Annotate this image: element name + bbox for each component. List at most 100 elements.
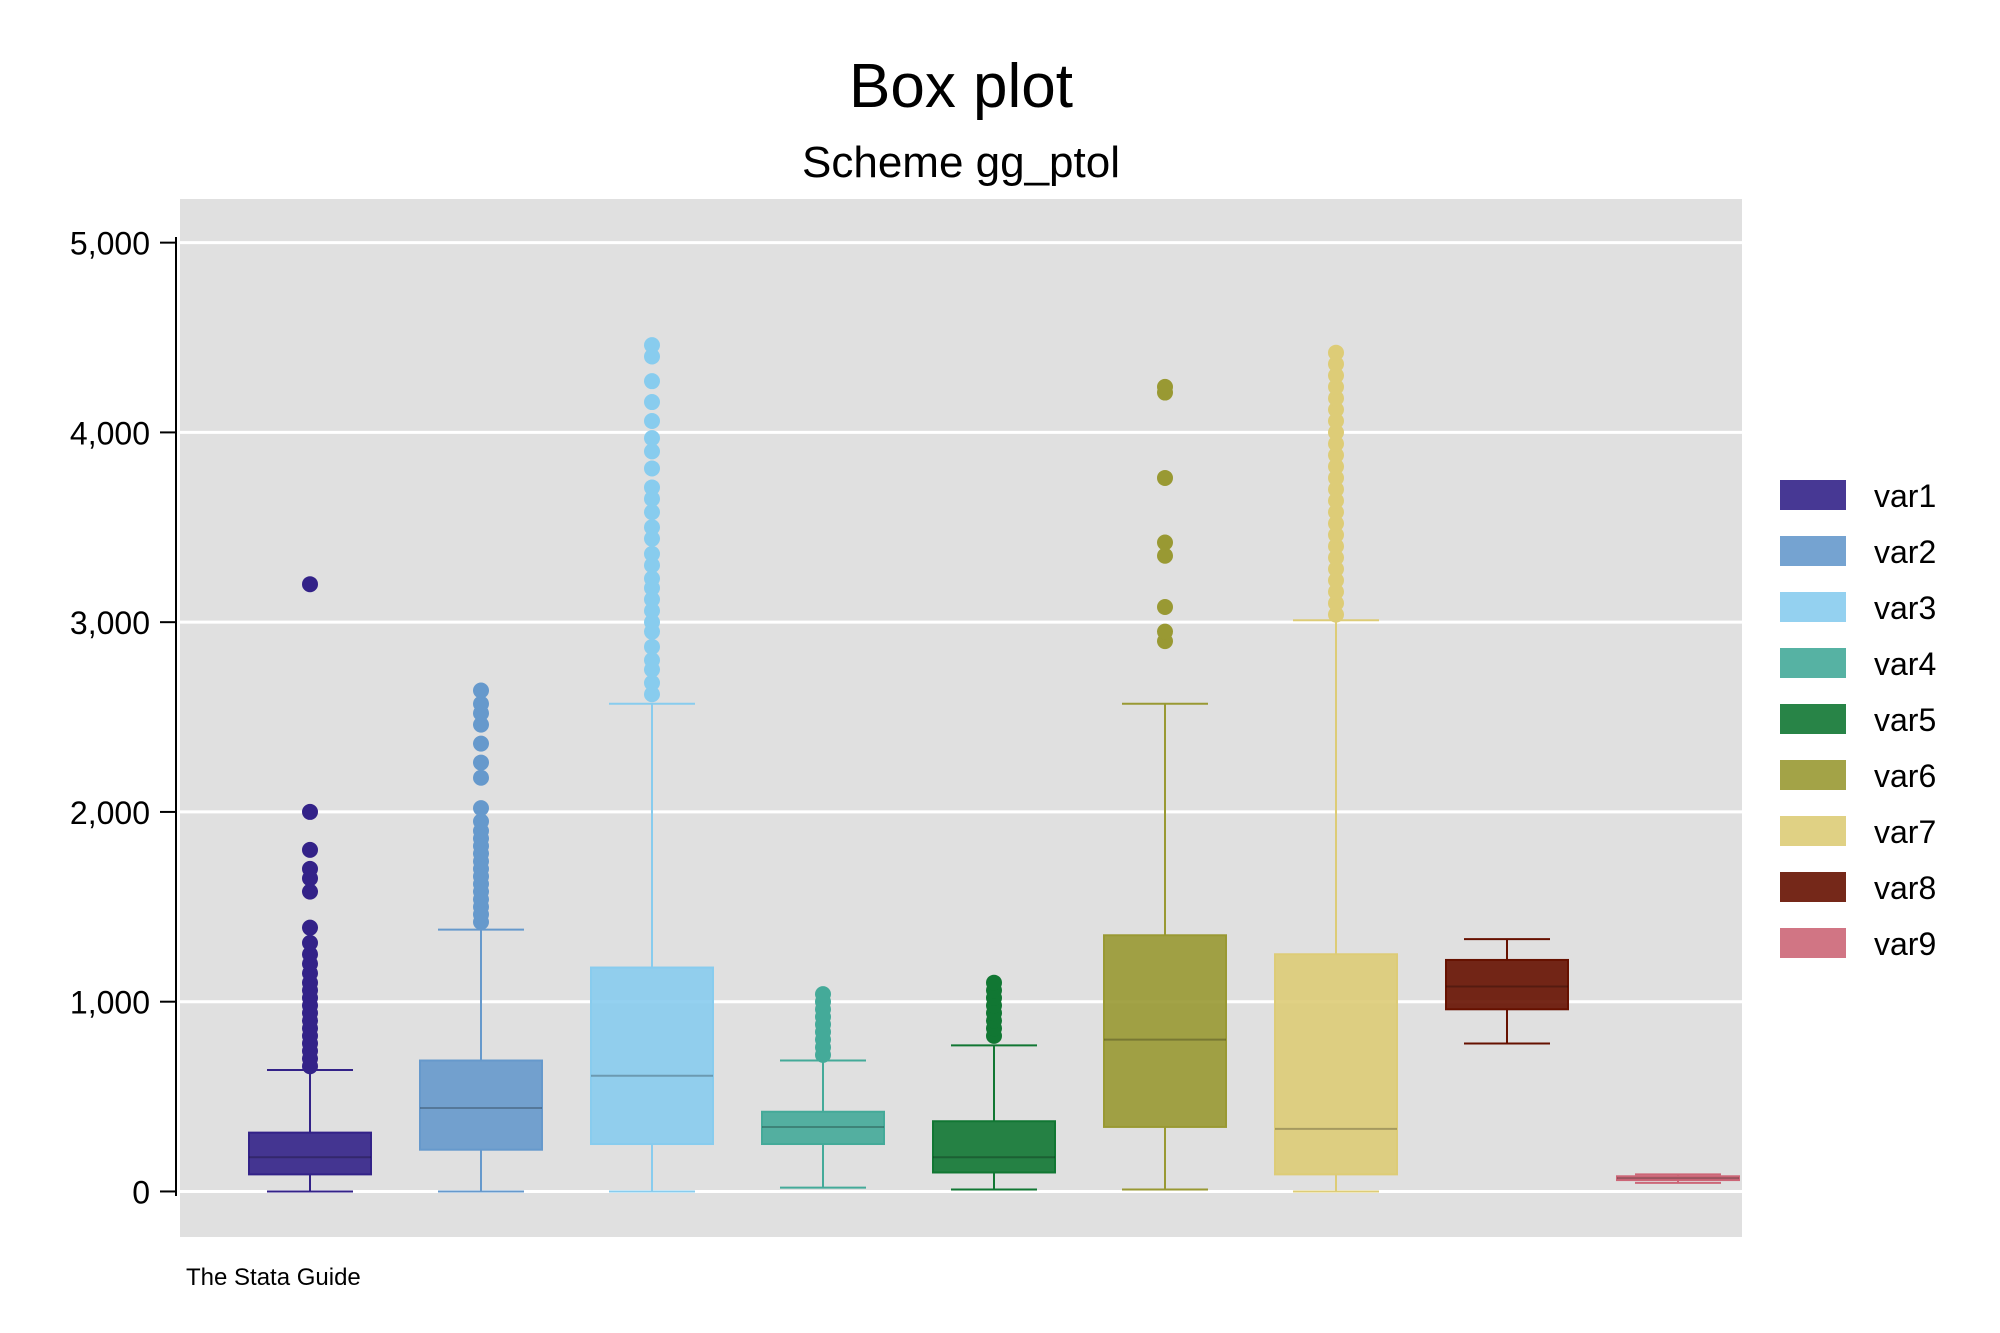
- outlier-point: [644, 530, 660, 547]
- iqr-box: [1445, 958, 1569, 1011]
- outlier-point: [1328, 356, 1344, 373]
- legend-swatch-var8: [1780, 872, 1846, 902]
- outlier-point: [815, 986, 831, 1003]
- y-tick-label: 1,000: [70, 985, 150, 1021]
- outlier-point: [644, 460, 660, 477]
- outlier-point: [644, 479, 660, 496]
- box-var7: [1274, 344, 1398, 1193]
- outlier-point: [1328, 515, 1344, 532]
- box-var8: [1445, 938, 1569, 1045]
- box-var2: [419, 682, 543, 1193]
- chart-note: The Stata Guide: [186, 1264, 361, 1291]
- outlier-point: [1328, 469, 1344, 486]
- box-var6: [1103, 378, 1227, 1191]
- outlier-point: [302, 883, 318, 900]
- y-tick-label: 4,000: [70, 415, 150, 451]
- outlier-point: [1328, 344, 1344, 361]
- outlier-point: [473, 754, 489, 771]
- outlier-point: [644, 519, 660, 536]
- legend-swatch-var7: [1780, 816, 1846, 846]
- iqr-box: [761, 1110, 885, 1146]
- boxes: [248, 337, 1740, 1193]
- outlier-point: [473, 813, 489, 830]
- outlier-point: [1328, 378, 1344, 395]
- outlier-point: [644, 652, 660, 669]
- outlier-point: [644, 490, 660, 507]
- outlier-point: [1328, 549, 1344, 566]
- outlier-point: [644, 591, 660, 608]
- outlier-point: [302, 841, 318, 858]
- legend-swatch-var2: [1780, 536, 1846, 566]
- iqr-box: [932, 1120, 1056, 1174]
- legend-label-var3: var3: [1874, 590, 1936, 626]
- chart-title: Box plot: [849, 52, 1073, 121]
- outlier-point: [1328, 606, 1344, 623]
- iqr-box: [419, 1059, 543, 1151]
- outlier-point: [1157, 378, 1173, 395]
- outlier-point: [644, 337, 660, 354]
- outlier-point: [1328, 413, 1344, 430]
- legend-label-var1: var1: [1874, 478, 1936, 514]
- legend-label-var9: var9: [1874, 926, 1936, 962]
- outlier-point: [1328, 424, 1344, 441]
- legend-swatch-var6: [1780, 760, 1846, 790]
- outlier-point: [1328, 504, 1344, 521]
- box-var1: [248, 576, 372, 1193]
- legend-label-var6: var6: [1874, 758, 1936, 794]
- outlier-point: [1328, 572, 1344, 589]
- outlier-point: [473, 735, 489, 752]
- outlier-point: [644, 570, 660, 587]
- legend-swatch-var1: [1780, 480, 1846, 510]
- outlier-point: [1328, 538, 1344, 555]
- outlier-point: [644, 545, 660, 562]
- outlier-point: [1328, 492, 1344, 509]
- outlier-point: [302, 946, 318, 963]
- box-var9: [1616, 1173, 1740, 1184]
- outlier-point: [302, 860, 318, 877]
- box-var3: [590, 337, 714, 1193]
- iqr-box: [1103, 934, 1227, 1128]
- outlier-point: [302, 934, 318, 951]
- outlier-point: [1328, 526, 1344, 543]
- outlier-point: [1328, 367, 1344, 384]
- outlier-point: [1328, 447, 1344, 464]
- legend-swatch-var4: [1780, 648, 1846, 678]
- outlier-point: [644, 638, 660, 655]
- legend-swatch-var9: [1780, 928, 1846, 958]
- outlier-point: [644, 430, 660, 447]
- outlier-point: [644, 614, 660, 631]
- outlier-point: [644, 373, 660, 390]
- outlier-point: [644, 557, 660, 574]
- legend-swatch-var3: [1780, 592, 1846, 622]
- outlier-point: [644, 602, 660, 619]
- outlier-point: [473, 769, 489, 786]
- outlier-point: [1157, 534, 1173, 551]
- plot-background: [180, 199, 1742, 1237]
- outlier-point: [473, 695, 489, 712]
- outlier-point: [644, 686, 660, 703]
- y-tick-label: 5,000: [70, 226, 150, 262]
- legend: var1 var2 var3 var4 var5 var6 var7 var8 var9: [1780, 478, 1936, 962]
- iqr-box: [248, 1131, 372, 1176]
- outlier-point: [1157, 469, 1173, 486]
- outlier-point: [302, 919, 318, 936]
- y-tick-label: 0: [132, 1174, 150, 1210]
- outlier-point: [1157, 598, 1173, 615]
- legend-label-var8: var8: [1874, 870, 1936, 906]
- outlier-point: [644, 443, 660, 460]
- box-var4: [761, 986, 885, 1189]
- outlier-point: [473, 800, 489, 817]
- outlier-point: [644, 674, 660, 691]
- outlier-point: [1328, 595, 1344, 612]
- iqr-box: [1616, 1175, 1740, 1182]
- legend-label-var4: var4: [1874, 646, 1936, 682]
- gridlines: [180, 241, 1742, 1193]
- outlier-point: [644, 348, 660, 365]
- outlier-point: [1328, 390, 1344, 407]
- outlier-point: [1157, 547, 1173, 564]
- outlier-point: [644, 504, 660, 521]
- y-tick-label: 2,000: [70, 795, 150, 831]
- iqr-box: [1274, 953, 1398, 1176]
- legend-label-var5: var5: [1874, 702, 1936, 738]
